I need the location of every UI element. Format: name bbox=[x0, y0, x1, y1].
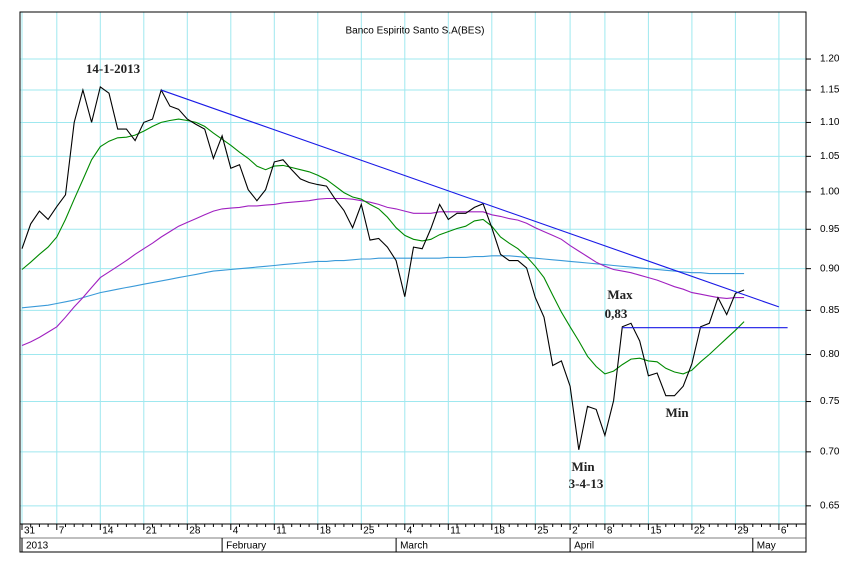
x-tick-label: 18 bbox=[320, 526, 332, 537]
month-label: May bbox=[757, 541, 776, 552]
month-label: April bbox=[574, 541, 594, 552]
x-tick-label: 25 bbox=[363, 526, 375, 537]
grid bbox=[20, 12, 806, 524]
x-tick-label: 25 bbox=[537, 526, 549, 537]
annotation: 0,83 bbox=[605, 306, 628, 321]
annotation: Min bbox=[665, 405, 689, 420]
x-tick-label: 2 bbox=[572, 526, 578, 537]
x-tick-label: 31 bbox=[24, 526, 36, 537]
x-tick-label: 28 bbox=[189, 526, 201, 537]
y-tick-label: 1.10 bbox=[820, 117, 840, 128]
x-tick-label: 4 bbox=[233, 526, 239, 537]
y-tick-label: 0.80 bbox=[820, 349, 840, 360]
y-tick-label: 0.85 bbox=[820, 305, 840, 316]
x-tick-label: 14 bbox=[102, 526, 114, 537]
y-tick-label: 0.95 bbox=[820, 224, 840, 235]
y-tick-label: 0.65 bbox=[820, 500, 840, 511]
y-tick-label: 0.70 bbox=[820, 446, 840, 457]
x-tick-label: 18 bbox=[494, 526, 506, 537]
annotation: 14-1-2013 bbox=[86, 61, 141, 76]
x-tick-label: 11 bbox=[450, 526, 461, 537]
month-label: 2013 bbox=[26, 541, 49, 552]
annotation: Min bbox=[571, 459, 595, 474]
annotation: 3-4-13 bbox=[569, 476, 604, 491]
trend-line bbox=[161, 89, 780, 308]
annotation: Max bbox=[607, 287, 633, 302]
y-tick-label: 0.75 bbox=[820, 396, 840, 407]
chart-title: Banco Espirito Santo S.A(BES) bbox=[346, 26, 485, 37]
series-line bbox=[21, 85, 745, 450]
month-label: March bbox=[400, 541, 428, 552]
x-tick-label: 7 bbox=[59, 526, 65, 537]
axes: 0.65 0.70 0.75 0.80 0.85 0.90 0.95 1.00 1.05 1.10… bbox=[21, 54, 840, 552]
series-line bbox=[21, 255, 745, 309]
y-tick-label: 1.20 bbox=[820, 54, 840, 65]
month-label: February bbox=[226, 541, 266, 552]
x-tick-label: 4 bbox=[407, 526, 413, 537]
x-tick-label: 11 bbox=[276, 526, 287, 537]
y-tick-label: 1.05 bbox=[820, 151, 840, 162]
plot bbox=[21, 85, 788, 450]
x-tick-label: 29 bbox=[737, 526, 749, 537]
y-tick-label: 1.00 bbox=[820, 187, 840, 198]
x-tick-label: 6 bbox=[781, 526, 787, 537]
x-tick-label: 15 bbox=[650, 526, 662, 537]
x-tick-label: 22 bbox=[694, 526, 706, 537]
y-tick-label: 1.15 bbox=[820, 85, 840, 96]
series-line bbox=[21, 118, 745, 375]
y-tick-label: 0.90 bbox=[820, 263, 840, 274]
x-tick-label: 21 bbox=[146, 526, 158, 537]
x-tick-label: 8 bbox=[607, 526, 613, 537]
series-line bbox=[21, 197, 745, 347]
